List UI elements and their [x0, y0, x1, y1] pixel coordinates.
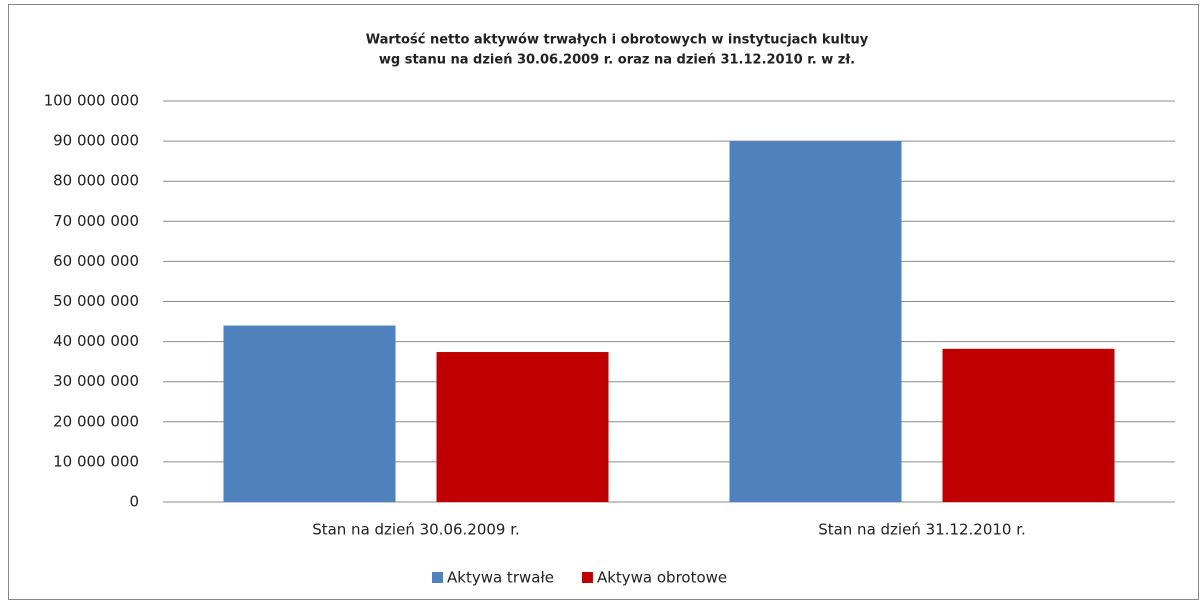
y-tick-label: 60 000 000 — [53, 252, 139, 270]
bar — [223, 325, 396, 502]
y-tick-label: 30 000 000 — [53, 372, 139, 390]
legend-swatch — [581, 572, 593, 583]
chart-title: Wartość netto aktywów trwałych i obrotow… — [366, 33, 869, 48]
y-tick-label: 50 000 000 — [53, 292, 139, 310]
bar — [436, 352, 609, 502]
legend-label: Aktywa obrotowe — [597, 569, 727, 587]
legend-label: Aktywa trwałe — [447, 569, 554, 587]
y-tick-label: 80 000 000 — [53, 172, 139, 190]
x-tick-label: Stan na dzień 30.06.2009 r. — [312, 521, 520, 539]
bar — [729, 141, 902, 502]
y-tick-label: 40 000 000 — [53, 332, 139, 350]
y-tick-label: 90 000 000 — [53, 132, 139, 150]
y-tick-label: 0 — [129, 493, 139, 511]
y-tick-label: 70 000 000 — [53, 212, 139, 230]
y-tick-label: 10 000 000 — [53, 452, 139, 470]
chart-title: wg stanu na dzień 30.06.2009 r. oraz na … — [379, 53, 855, 68]
x-tick-label: Stan na dzień 31.12.2010 r. — [818, 521, 1026, 539]
y-tick-label: 20 000 000 — [53, 412, 139, 430]
legend-swatch — [432, 572, 443, 583]
y-tick-label: 100 000 000 — [44, 92, 139, 110]
bar — [942, 348, 1115, 502]
